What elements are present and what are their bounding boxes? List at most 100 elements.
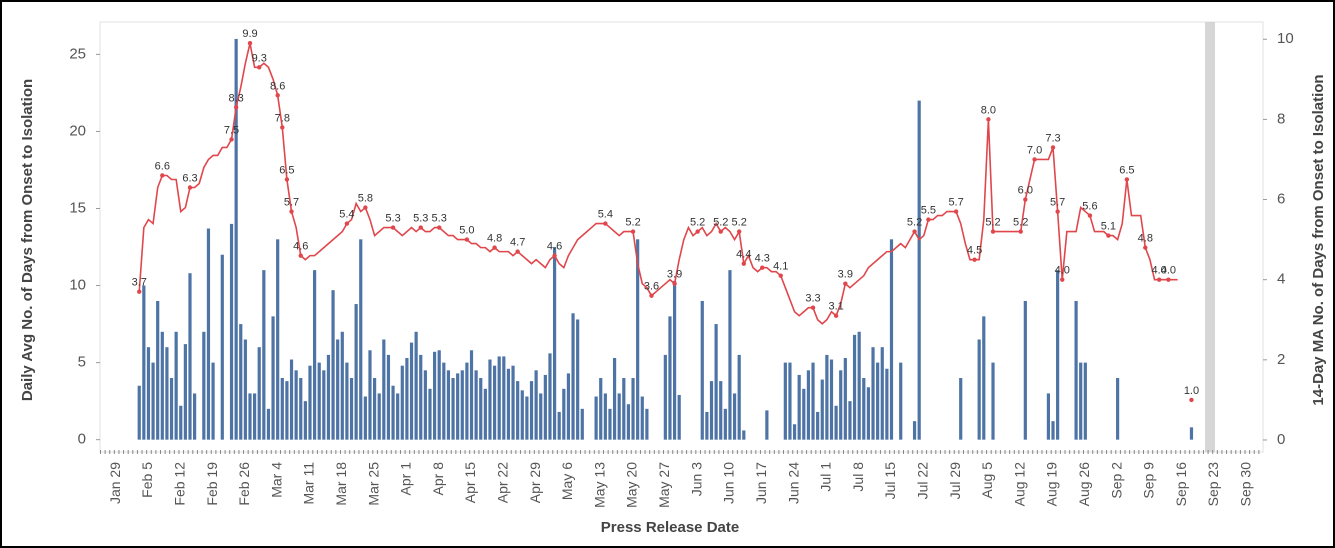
data-label: 3.6 [644,281,659,293]
y2-tick-label: 2 [1277,351,1285,368]
data-label: 7.0 [1027,144,1042,156]
bar [211,362,215,440]
bar [672,280,677,440]
bar [469,350,474,440]
bar [382,339,386,440]
ma-point [603,221,608,226]
data-label: 5.4 [339,209,354,221]
y2-tick-label: 8 [1277,110,1285,127]
bar [1023,300,1027,440]
bar [1046,393,1050,440]
bar [959,378,963,440]
bar [400,365,404,440]
ma-point [247,41,253,46]
bar [802,388,806,440]
ma-point [833,313,839,318]
x-tick-label: Apr 1 [398,462,414,496]
y2-tick-label: 6 [1277,190,1285,207]
data-label: 5.2 [1013,217,1028,229]
bar [497,356,501,440]
bar [622,378,626,440]
bar [617,393,621,440]
data-label: 5.8 [358,193,373,205]
bar [248,393,252,440]
bar [165,347,169,440]
bar [349,378,354,440]
bar [483,388,487,440]
bar [516,381,520,440]
bar [714,324,718,440]
ma-point [289,209,294,214]
ma-point [843,281,848,286]
bar [368,350,372,440]
bar [285,381,289,440]
ma-point [187,185,193,190]
ma-point [1189,397,1194,403]
data-label: 4.0 [1161,265,1176,277]
ma-point [912,229,917,234]
bar [183,344,187,440]
data-label: 5.6 [1082,201,1097,213]
bar [862,378,866,440]
x-tick-label: Feb 19 [204,462,220,506]
ma-point [778,273,783,278]
x-tick-label: Feb 12 [171,462,187,506]
bar [262,270,266,440]
bar [571,313,575,440]
bar [359,239,363,440]
bar [142,285,146,440]
bar [566,373,571,440]
data-label: 5.7 [948,197,963,209]
bar [576,319,580,440]
bar [668,316,672,440]
bar [857,331,861,440]
data-label: 4.6 [547,241,562,253]
ma-point [418,225,423,230]
ma-point [344,221,350,226]
bar [308,365,312,440]
bar [977,339,981,440]
bar [848,401,852,440]
reference-band [1205,22,1215,452]
data-label: 5.7 [284,197,299,209]
bar [336,339,340,440]
bar [317,362,321,440]
ma-point [718,229,723,234]
x-tick-label: Jul 8 [850,462,866,492]
x-tick-label: Apr 8 [430,462,446,496]
ma-point [257,65,262,70]
bar [843,357,847,440]
ma-point [390,225,396,230]
y-tick-label: 20 [69,122,86,139]
x-tick-label: May 20 [624,462,640,508]
bar [820,379,824,440]
data-label: 5.7 [1050,197,1065,209]
data-label: 3.9 [667,269,682,281]
x-tick-label: Sep 30 [1238,462,1254,507]
bar [889,239,894,440]
bar [1116,378,1120,440]
y-tick-label: 0 [78,431,86,448]
data-label: 7.8 [275,112,290,124]
ma-point [986,117,991,122]
bar [492,365,497,440]
bar [451,378,455,440]
bar [220,254,224,440]
bar [612,357,617,440]
ma-point [1055,209,1060,214]
data-label: 4.0 [1055,265,1070,277]
data-label: 6.5 [279,164,294,176]
data-label: 5.2 [713,217,728,229]
data-label: 5.0 [459,225,474,237]
ma-point [552,253,557,258]
bar [806,370,811,440]
ma-point [953,209,959,214]
bar [160,331,164,440]
bar [880,347,884,440]
bar [146,347,151,440]
bar [331,290,335,440]
bar [636,239,640,440]
ma-point [363,205,368,210]
ma-point [275,93,280,98]
bar [705,411,709,440]
